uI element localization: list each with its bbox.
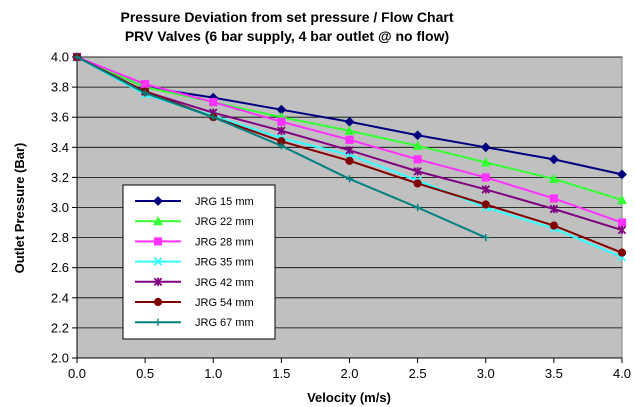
data-point-jrg-28-mm <box>209 98 218 107</box>
data-point-jrg-22-mm <box>617 194 627 205</box>
legend-marker-jrg-35-mm <box>153 257 163 266</box>
x-tick-label: 0.5 <box>136 366 154 381</box>
data-point-jrg-22-mm <box>548 173 559 184</box>
legend-marker-jrg-54-mm <box>153 297 163 307</box>
data-point-jrg-28-mm <box>481 173 490 182</box>
chart-subtitle: PRV Valves (6 bar supply, 4 bar outlet @… <box>125 28 449 44</box>
y-tick-label: 2.2 <box>51 320 69 335</box>
y-tick-label: 3.6 <box>51 110 69 125</box>
data-point-jrg-15-mm <box>480 142 491 153</box>
data-point-jrg-54-mm <box>617 248 627 257</box>
y-tick-label: 3.4 <box>51 140 69 155</box>
y-tick-label: 3.8 <box>51 80 69 95</box>
data-point-jrg-54-mm <box>345 156 354 165</box>
x-axis-label: Velocity (m/s) <box>307 390 391 405</box>
legend-marker-jrg-67-mm <box>154 318 162 326</box>
legend-marker-jrg-15-mm <box>153 196 163 206</box>
data-point-jrg-67-mm <box>73 53 81 61</box>
legend-label-jrg-22-mm: JRG 22 mm <box>195 216 254 228</box>
data-point-jrg-42-mm <box>481 185 490 194</box>
y-tick-label: 2.0 <box>51 351 69 366</box>
data-point-jrg-54-mm <box>413 179 422 188</box>
y-tick-label: 2.8 <box>51 230 69 245</box>
y-tick-label: 2.6 <box>51 260 69 275</box>
data-point-jrg-67-mm <box>141 89 149 97</box>
legend-label-jrg-15-mm: JRG 15 mm <box>195 196 254 208</box>
x-tick-label: 1.0 <box>204 366 222 381</box>
legend-marker-jrg-22-mm <box>153 216 163 226</box>
data-point-jrg-28-mm <box>413 155 422 164</box>
data-point-jrg-28-mm <box>345 135 354 144</box>
legend-label-jrg-67-mm: JRG 67 mm <box>195 317 254 329</box>
chart-title: Pressure Deviation from set pressure / F… <box>121 9 454 25</box>
legend-marker-jrg-42-mm <box>153 277 163 287</box>
x-tick-label: 0.0 <box>68 366 86 381</box>
data-point-jrg-15-mm <box>548 154 559 165</box>
data-point-jrg-67-mm <box>209 113 217 121</box>
legend: JRG 15 mm JRG 22 mm JRG 28 mm JRG 35 mm JRG … <box>122 184 276 340</box>
data-point-jrg-42-mm <box>345 146 354 155</box>
y-axis-label: Outlet Pressure (Bar) <box>12 143 27 274</box>
data-point-jrg-15-mm <box>617 169 627 180</box>
legend-label-jrg-42-mm: JRG 42 mm <box>195 277 254 289</box>
y-tick-label: 3.2 <box>51 170 69 185</box>
x-tick-label: 3.5 <box>545 366 563 381</box>
data-point-jrg-42-mm <box>277 126 286 135</box>
legend-marker-jrg-28-mm <box>153 237 163 246</box>
data-point-jrg-15-mm <box>412 130 423 141</box>
legend-label-jrg-28-mm: JRG 28 mm <box>195 236 254 248</box>
data-point-jrg-67-mm <box>345 175 354 183</box>
data-point-jrg-28-mm <box>617 218 627 227</box>
legend-label-jrg-54-mm: JRG 54 mm <box>195 297 254 309</box>
data-point-jrg-54-mm <box>549 221 558 230</box>
x-tick-label: 2.0 <box>340 366 358 381</box>
data-point-jrg-28-mm <box>277 117 286 126</box>
data-point-jrg-28-mm <box>141 79 150 89</box>
data-point-jrg-67-mm <box>482 234 490 242</box>
y-tick-label: 3.0 <box>51 200 69 215</box>
legend-label-jrg-35-mm: JRG 35 mm <box>195 257 254 269</box>
x-tick-label: 3.0 <box>477 366 495 381</box>
x-tick-label: 1.5 <box>272 366 290 381</box>
data-point-jrg-42-mm <box>617 225 627 235</box>
data-point-jrg-22-mm <box>480 157 491 167</box>
data-point-jrg-22-mm <box>344 125 355 135</box>
data-point-jrg-22-mm <box>412 140 423 150</box>
data-point-jrg-42-mm <box>413 167 422 176</box>
data-point-jrg-67-mm <box>277 142 285 150</box>
data-point-jrg-28-mm <box>549 194 558 203</box>
x-tick-label: 4.0 <box>613 366 631 381</box>
data-point-jrg-67-mm <box>414 203 422 212</box>
data-point-jrg-42-mm <box>549 204 559 214</box>
data-point-jrg-54-mm <box>481 200 490 209</box>
x-tick-label: 2.5 <box>409 366 427 381</box>
y-tick-label: 2.4 <box>51 290 69 305</box>
y-tick-label: 4.0 <box>51 50 69 65</box>
